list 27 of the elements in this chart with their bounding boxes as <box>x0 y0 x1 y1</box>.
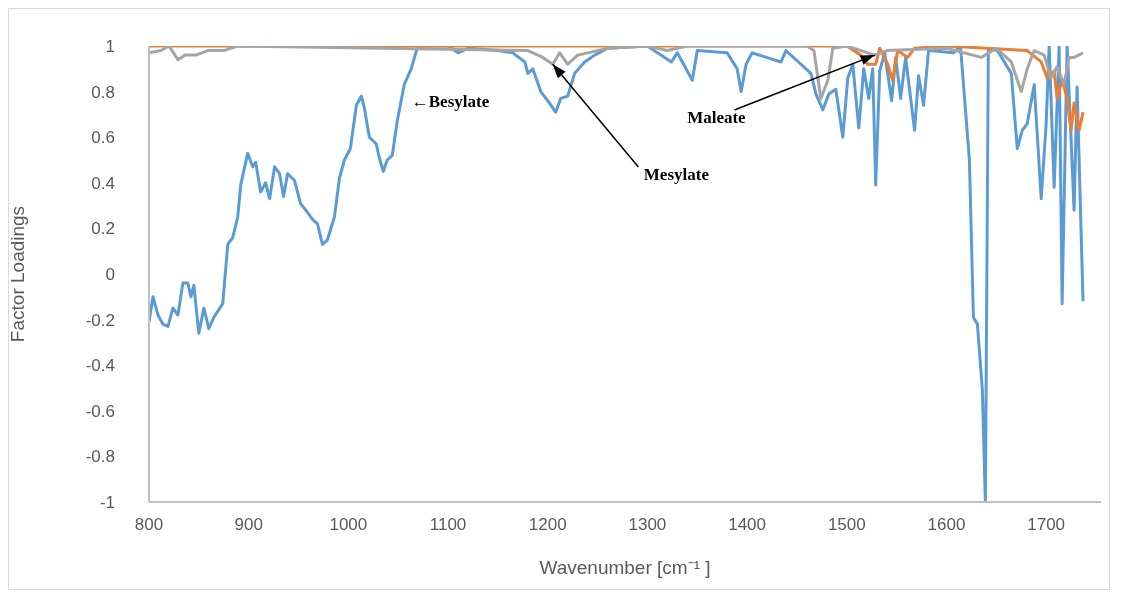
y-tick-label: -0.6 <box>85 401 115 421</box>
y-tick-label: 0.2 <box>91 219 115 239</box>
y-tick-label: 0.6 <box>91 128 115 148</box>
y-tick-label: -1 <box>99 493 115 513</box>
y-tick-label: 0 <box>105 265 115 285</box>
x-tick-label: 1600 <box>927 515 966 535</box>
y-tick-label: 0.8 <box>91 82 115 102</box>
x-tick-label: 1500 <box>827 515 866 535</box>
x-axis-title: Wavenumber [cm⁻¹ ] <box>539 557 711 578</box>
x-tick-label: 1700 <box>1027 515 1066 535</box>
line-series <box>149 46 1085 502</box>
annotation: Mesylate <box>643 164 710 184</box>
x-tick-label: 800 <box>134 515 164 535</box>
y-tick-label: -0.4 <box>85 356 115 376</box>
y-tick-label: -0.8 <box>85 447 115 467</box>
x-tick-label: 1200 <box>528 515 567 535</box>
x-tick-label: 1000 <box>329 515 368 535</box>
y-tick-label: 0.4 <box>91 173 115 193</box>
x-tick-label: 900 <box>234 515 263 535</box>
x-tick-label: 1400 <box>728 515 767 535</box>
x-tick-label: 1300 <box>628 515 667 535</box>
y-tick-label: 1 <box>105 37 115 57</box>
annotation: ←Besylate <box>411 91 490 111</box>
x-tick-label: 1100 <box>429 515 467 535</box>
annotation: Maleate <box>687 107 747 127</box>
y-tick-label: -0.2 <box>85 310 115 330</box>
y-axis-title: Factor Loadings <box>6 205 28 343</box>
